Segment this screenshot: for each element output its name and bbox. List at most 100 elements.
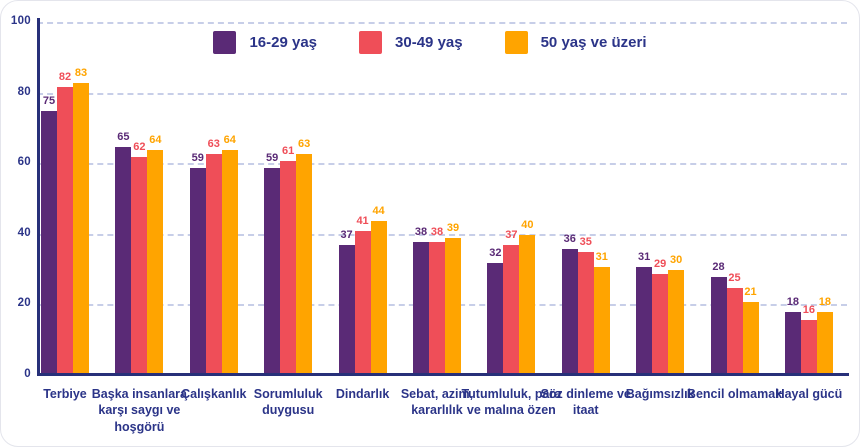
bar-value-label: 25 bbox=[728, 271, 741, 284]
bar: 38 bbox=[428, 226, 445, 376]
bar: 36 bbox=[561, 233, 578, 376]
legend-label: 50 yaş ve üzeri bbox=[540, 34, 647, 51]
legend-item: 16-29 yaş bbox=[213, 31, 317, 54]
bar-value-label: 29 bbox=[654, 257, 667, 270]
bar-value-label: 59 bbox=[191, 151, 204, 164]
y-axis-line bbox=[37, 18, 40, 376]
gridline-80 bbox=[37, 92, 847, 95]
bar-group: 37 41 44 bbox=[338, 23, 387, 376]
bar-value-label: 38 bbox=[430, 225, 444, 238]
bar: 61 bbox=[280, 145, 297, 376]
bar-value-label: 16 bbox=[802, 303, 816, 316]
bar-value-label: 36 bbox=[563, 232, 576, 245]
bar-group: 31 29 30 bbox=[636, 23, 685, 376]
bar-value-label: 18 bbox=[786, 296, 800, 309]
category-label: Başka insanlara karşı saygı ve hoşgörü bbox=[91, 387, 187, 434]
bar: 28 bbox=[710, 261, 727, 376]
bar: 41 bbox=[354, 215, 371, 376]
bar-group: 18 16 18 bbox=[784, 23, 833, 376]
legend-swatch bbox=[504, 31, 528, 54]
bar: 82 bbox=[57, 71, 73, 376]
bar: 35 bbox=[577, 236, 594, 376]
bar-value-label: 63 bbox=[298, 137, 311, 150]
y-tick-label-80: 80 bbox=[17, 85, 31, 98]
bar: 62 bbox=[131, 141, 148, 376]
bar: 37 bbox=[503, 229, 520, 376]
bar-value-label: 75 bbox=[42, 95, 56, 108]
bar-groups: 75 82 83 65 62 64 59 63 64 59 61 63 37 41 44 38 38 39 32 37… bbox=[37, 23, 849, 376]
y-tick-label-100: 100 bbox=[10, 15, 31, 27]
bar-value-label: 59 bbox=[266, 151, 279, 164]
bar-value-label: 83 bbox=[74, 67, 88, 80]
category-label: Hayal gücü bbox=[775, 387, 843, 401]
bar: 40 bbox=[519, 219, 536, 376]
bar: 63 bbox=[205, 138, 222, 376]
x-axis-line bbox=[37, 373, 849, 376]
legend: 16-29 yaş 30-49 yaş 50 yaş ve üzeri bbox=[1, 31, 859, 54]
bar-group: 38 38 39 bbox=[412, 23, 461, 376]
bar-group: 59 61 63 bbox=[264, 23, 313, 376]
bar-group: 75 82 83 bbox=[41, 23, 89, 376]
bar: 75 bbox=[41, 95, 57, 376]
bar-value-label: 21 bbox=[744, 285, 757, 298]
category-label: Sebat, azim, kararlılık bbox=[400, 387, 474, 418]
y-tick-label-60: 60 bbox=[17, 156, 31, 169]
bar-value-label: 40 bbox=[521, 218, 534, 231]
bar-value-label: 30 bbox=[670, 254, 683, 267]
bar: 31 bbox=[593, 251, 610, 376]
bar-value-label: 65 bbox=[117, 130, 130, 143]
category-label: Dindarlık bbox=[335, 387, 390, 401]
bar: 65 bbox=[115, 131, 132, 376]
bar: 21 bbox=[742, 286, 759, 376]
y-tick-label-40: 40 bbox=[17, 226, 31, 239]
bar-value-label: 31 bbox=[638, 250, 651, 263]
bar-value-label: 38 bbox=[414, 225, 428, 238]
bar: 64 bbox=[221, 134, 238, 376]
bar: 37 bbox=[338, 229, 355, 376]
legend-swatch bbox=[359, 31, 383, 54]
bar: 64 bbox=[147, 134, 164, 376]
bar: 25 bbox=[726, 272, 743, 376]
bar: 63 bbox=[296, 138, 313, 376]
bar: 59 bbox=[264, 152, 281, 376]
gridline-60 bbox=[37, 163, 847, 166]
bar: 59 bbox=[189, 152, 206, 376]
y-tick-label-0: 0 bbox=[24, 368, 31, 380]
bar: 16 bbox=[800, 304, 817, 376]
bar: 83 bbox=[73, 67, 89, 376]
bar-group: 36 35 31 bbox=[561, 23, 610, 376]
bar-value-label: 31 bbox=[595, 250, 608, 263]
bar-value-label: 63 bbox=[207, 137, 220, 150]
legend-label: 30-49 yaş bbox=[395, 34, 463, 51]
bar-value-label: 41 bbox=[356, 215, 369, 228]
bar: 18 bbox=[816, 296, 833, 376]
legend-item: 50 yaş ve üzeri bbox=[504, 31, 647, 54]
category-label: Sorumluluk duygusu bbox=[253, 387, 323, 418]
bar-value-label: 28 bbox=[712, 261, 725, 274]
gridline-100 bbox=[37, 22, 847, 24]
bar: 32 bbox=[487, 247, 504, 376]
bar-value-label: 32 bbox=[489, 247, 502, 260]
bar: 30 bbox=[668, 254, 685, 376]
category-label: Terbiye bbox=[43, 387, 87, 401]
legend-swatch bbox=[213, 31, 237, 54]
bar-value-label: 62 bbox=[133, 141, 146, 154]
gridline-40 bbox=[37, 233, 847, 236]
bar-value-label: 18 bbox=[818, 296, 832, 309]
legend-label: 16-29 yaş bbox=[249, 34, 318, 51]
bar-value-label: 37 bbox=[505, 229, 518, 242]
category-label: Tutumluluk, para ve malına özen bbox=[461, 387, 562, 418]
bar-value-label: 35 bbox=[579, 236, 592, 249]
bar-group: 65 62 64 bbox=[115, 23, 164, 376]
category-label: Bencil olmamak bbox=[686, 387, 783, 401]
bar-group: 59 63 64 bbox=[189, 23, 238, 376]
bar-value-label: 82 bbox=[58, 70, 72, 83]
bar-value-label: 39 bbox=[446, 222, 460, 235]
bar-value-label: 44 bbox=[372, 204, 385, 217]
bar: 39 bbox=[444, 222, 461, 376]
bar-value-label: 61 bbox=[282, 144, 295, 157]
legend-item: 30-49 yaş bbox=[359, 31, 463, 54]
bar-group: 28 25 21 bbox=[710, 23, 759, 376]
y-tick-label-20: 20 bbox=[17, 297, 31, 310]
